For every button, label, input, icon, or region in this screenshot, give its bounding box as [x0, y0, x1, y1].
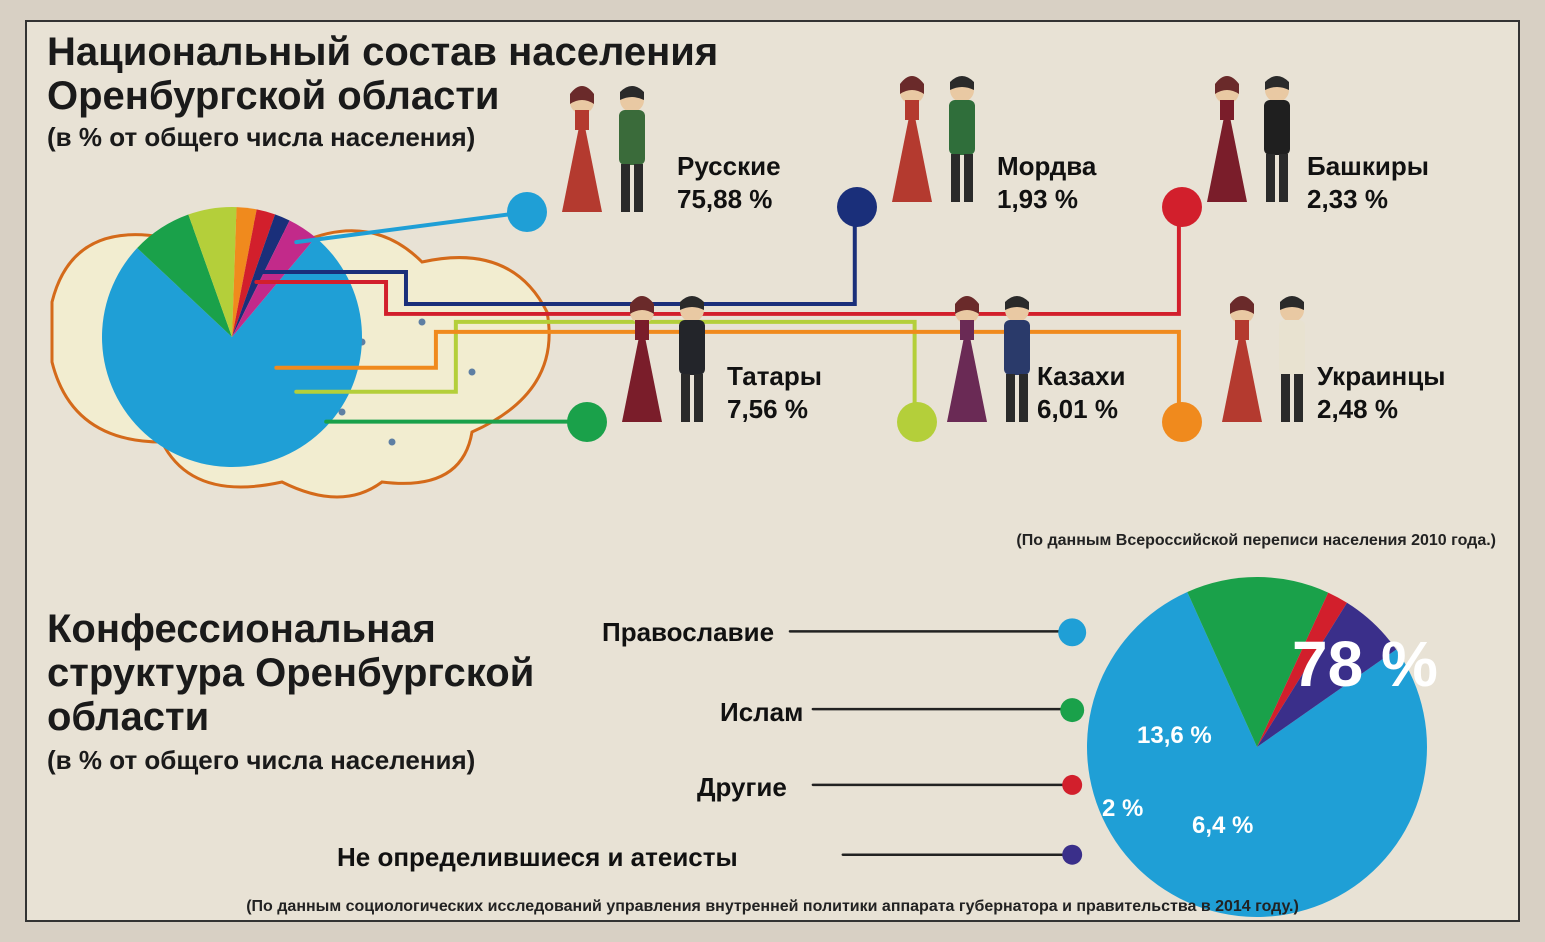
ethnic-pct-ukrainians: 2,48 %: [1317, 394, 1398, 425]
confession-source-note: (По данным социологических исследований …: [47, 898, 1498, 916]
confession-label-undecided: Не определившиеся и атеисты: [337, 842, 738, 873]
confession-pct-undecided: 6,4 %: [1192, 812, 1253, 840]
confession-dot-orthodox: [1058, 618, 1086, 646]
confession-title-block: Конфессиональная структура Оренбургской …: [47, 607, 607, 776]
ethnic-label-ukrainians: Украинцы: [1317, 362, 1445, 392]
confession-subtitle: (в % от общего числа населения): [47, 745, 607, 776]
confession-title-line2: структура Оренбургской: [47, 651, 534, 695]
confession-dot-islam: [1060, 698, 1084, 722]
ethnic-dot-ukrainians: [1162, 402, 1202, 442]
confession-pct-orthodox: 78 %: [1292, 627, 1438, 701]
confession-title: Конфессиональная структура Оренбургской …: [47, 607, 607, 739]
ethnic-card-ukrainians: Украинцы2,48 %: [27, 22, 1518, 562]
ethnic-source-note: (По данным Всероссийской переписи населе…: [1016, 532, 1496, 550]
confession-label-other: Другие: [697, 772, 787, 803]
confession-pct-islam: 13,6 %: [1137, 722, 1212, 750]
confession-dot-undecided: [1062, 845, 1082, 865]
infographic-frame: Национальный состав населения Оренбургск…: [25, 20, 1520, 922]
ethnic-figure-ukrainians: [1207, 292, 1327, 432]
confession-label-orthodox: Православие: [602, 617, 774, 648]
ethnic-section: Национальный состав населения Оренбургск…: [27, 22, 1518, 562]
confession-title-line1: Конфессиональная: [47, 607, 436, 651]
confession-label-islam: Ислам: [720, 697, 803, 728]
confession-section: Конфессиональная структура Оренбургской …: [27, 577, 1518, 922]
confession-title-line3: области: [47, 695, 209, 739]
confession-pct-other: 2 %: [1102, 795, 1143, 823]
confession-dot-other: [1062, 775, 1082, 795]
